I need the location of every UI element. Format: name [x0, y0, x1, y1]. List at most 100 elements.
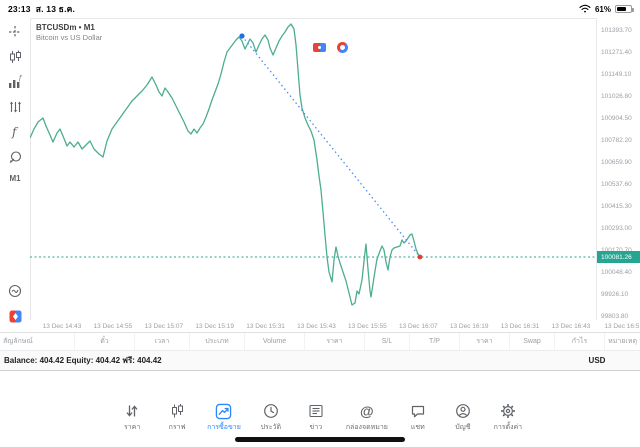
price-axis-label: 99926.10 — [601, 291, 629, 298]
settings-gear-icon — [500, 402, 516, 420]
price-axis-label: 99803.80 — [601, 313, 629, 320]
chat-bubble-icon — [410, 402, 426, 420]
price-axis-label: 100537.60 — [601, 181, 632, 188]
objects-sliders-icon[interactable] — [4, 96, 26, 118]
current-price-tag: 100081.26 — [597, 251, 640, 263]
time-axis-label: 13 Dec 14:55 — [93, 323, 133, 330]
column-header[interactable]: T/P — [410, 333, 460, 350]
tab-charts[interactable]: กราฟ — [162, 402, 192, 433]
tab-chat[interactable]: แชท — [403, 402, 433, 433]
column-header[interactable]: S/L — [365, 333, 410, 350]
quotes-icon — [124, 402, 140, 420]
status-bar: 23:13 ส. 13 ธ.ค. 61% — [0, 0, 640, 18]
time-axis-label: 13 Dec 15:55 — [348, 323, 387, 330]
price-axis-label: 100415.30 — [601, 203, 632, 210]
bottom-tab-bar: ราคา กราฟ การซื้อขาย ประวัติ ข่าว @ กล่อ… — [0, 402, 640, 436]
column-header[interactable]: ประเภท — [190, 333, 245, 350]
time-axis-label: 13 Dec 16:19 — [449, 323, 489, 330]
account-currency: USD — [588, 356, 606, 365]
price-axis-label: 101149.10 — [601, 71, 632, 78]
price-axis[interactable]: 101393.70 101271.40 101149.10 101026.80 1009… — [596, 18, 640, 320]
session-clock-icon[interactable] — [337, 42, 348, 53]
history-clock-icon — [263, 402, 279, 420]
column-header[interactable]: เวลา — [135, 333, 190, 350]
buy-sell-icon[interactable] — [4, 305, 26, 327]
tab-label: ข่าว — [309, 424, 323, 431]
tab-label: การตั้งค่า — [493, 424, 523, 431]
function-icon[interactable]: f — [4, 121, 26, 143]
tab-trade[interactable]: การซื้อขาย — [207, 402, 241, 433]
price-axis-label: 101393.70 — [601, 27, 632, 34]
chart-toolbar: f f M1 — [0, 18, 30, 333]
indicators-icon[interactable]: f — [4, 71, 26, 93]
price-axis-label: 100659.90 — [601, 159, 632, 166]
tab-label: การซื้อขาย — [207, 424, 241, 431]
column-header[interactable]: กำไร — [555, 333, 605, 350]
time-axis-label: 13 Dec 15:43 — [297, 323, 336, 330]
date-text: ส. 13 ธ.ค. — [35, 4, 76, 14]
time-axis-label: 13 Dec 16:5 — [604, 323, 640, 330]
price-axis-label: 100904.50 — [601, 115, 632, 122]
svg-text:f: f — [18, 75, 22, 82]
chart-region: f f M1 — [0, 18, 640, 333]
tab-label: กล่องจดหมาย — [345, 424, 388, 431]
time-axis-label: 13 Dec 16:07 — [398, 323, 438, 330]
price-axis-label: 100782.20 — [601, 137, 632, 144]
price-axis-label: 101271.40 — [601, 49, 632, 56]
tab-label: ประวัติ — [260, 424, 282, 431]
price-line-series — [30, 23, 421, 306]
tab-news[interactable]: ข่าว — [301, 402, 331, 433]
status-indicators: 61% — [579, 0, 634, 18]
tab-quotes[interactable]: ราคา — [117, 402, 147, 433]
balance-summary-text: Balance: 404.42 Equity: 404.42 ฟรี: 404.… — [4, 356, 162, 365]
column-header[interactable]: สัญลักษณ์ — [0, 333, 75, 350]
candlestick-style-icon[interactable] — [4, 46, 26, 68]
tab-settings[interactable]: การตั้งค่า — [493, 402, 523, 433]
column-header[interactable]: Swap — [510, 333, 555, 350]
tab-history[interactable]: ประวัติ — [256, 402, 286, 433]
time-axis-label: 13 Dec 16:31 — [500, 323, 540, 330]
mailbox-at-icon: @ — [360, 403, 374, 419]
tab-label: กราฟ — [168, 424, 186, 431]
price-axis-label: 100048.40 — [601, 269, 632, 276]
flag-marker-icon[interactable] — [313, 43, 326, 52]
pulse-circle-icon[interactable] — [4, 280, 26, 302]
tab-label: บัญชี — [455, 424, 471, 431]
symbol-title: BTCUSDm • M1 — [36, 23, 95, 32]
time-axis-label: 13 Dec 15:07 — [144, 323, 184, 330]
price-axis-label: 100293.00 — [601, 225, 632, 232]
battery-icon — [615, 5, 634, 13]
tab-label: ราคา — [123, 424, 141, 431]
column-header[interactable]: Volume — [245, 333, 305, 350]
positions-table-header: สัญลักษณ์ ตั๋ว เวลา ประเภท Volume ราคา S/L T/P ร… — [0, 333, 640, 351]
object-select-icon[interactable] — [4, 146, 26, 168]
svg-text:f: f — [11, 125, 19, 139]
column-header[interactable]: ตั๋ว — [75, 333, 135, 350]
chart-overlay-icons — [313, 42, 348, 53]
trend-dotted-line — [241, 35, 421, 258]
trade-icon — [215, 402, 232, 420]
symbol-description: Bitcoin vs US Dollar — [36, 33, 103, 42]
price-chart[interactable] — [30, 18, 596, 320]
trend-end-dot — [417, 254, 423, 260]
time-axis-label: 13 Dec 16:43 — [551, 323, 591, 330]
crosshair-icon[interactable] — [4, 21, 26, 43]
home-indicator[interactable] — [235, 437, 405, 442]
price-axis-label: 100170.70 — [601, 247, 632, 254]
account-person-icon — [455, 402, 471, 420]
chart-canvas[interactable] — [30, 18, 596, 320]
timeframe-button[interactable]: M1 — [9, 174, 21, 183]
time-axis[interactable]: 13 Dec 14:43 13 Dec 14:55 13 Dec 15:07 13 D… — [0, 320, 640, 333]
news-icon — [308, 402, 324, 420]
account-summary-row: Balance: 404.42 Equity: 404.42 ฟรี: 404.… — [0, 351, 640, 371]
status-time-date: 23:13 ส. 13 ธ.ค. — [8, 2, 75, 16]
column-header[interactable]: ราคา — [460, 333, 510, 350]
clock-text: 23:13 — [8, 4, 31, 14]
column-header[interactable]: ราคา — [305, 333, 365, 350]
tab-account[interactable]: บัญชี — [448, 402, 478, 433]
tab-mailbox[interactable]: @ กล่องจดหมาย — [346, 402, 388, 433]
battery-percent-text: 61% — [594, 4, 611, 14]
chart-header: BTCUSDm • M1 Bitcoin vs US Dollar — [36, 23, 102, 42]
column-header[interactable]: หมายเหตุ — [608, 338, 637, 345]
wifi-icon — [579, 0, 591, 18]
